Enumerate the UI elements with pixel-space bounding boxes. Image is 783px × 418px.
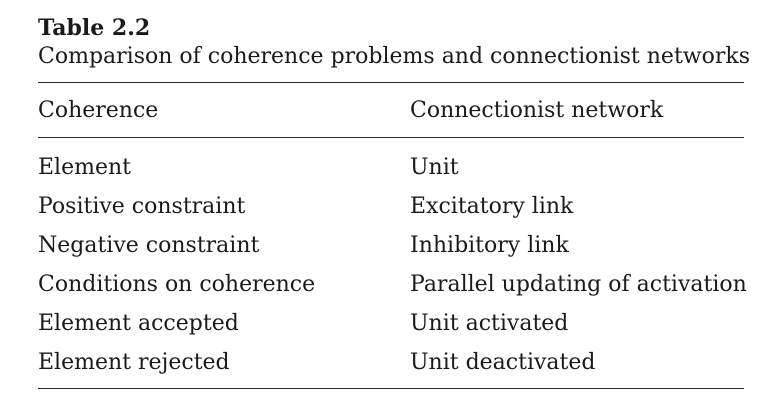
- table-number: Table 2.2: [38, 15, 151, 41]
- network-cell: Inhibitory link: [410, 233, 569, 258]
- table-bottom-rule: [38, 388, 744, 389]
- coherence-cell: Positive constraint: [38, 194, 246, 219]
- network-cell: Unit deactivated: [410, 350, 596, 375]
- coherence-cell: Element rejected: [38, 350, 230, 375]
- table-row: Positive constraint Excitatory link: [38, 187, 744, 226]
- table-row: Conditions on coherence Parallel updatin…: [38, 265, 747, 304]
- column-header-coherence: Coherence: [38, 97, 159, 123]
- table-top-rule: [38, 82, 744, 83]
- coherence-cell: Element accepted: [38, 311, 239, 336]
- coherence-cell: Negative constraint: [38, 233, 260, 258]
- network-cell: Parallel updating of activation: [410, 272, 747, 297]
- table-row: Negative constraint Inhibitory link: [38, 226, 744, 265]
- coherence-cell: Conditions on coherence: [38, 272, 316, 297]
- table-body: Element Unit Positive constraint Excitat…: [38, 138, 747, 382]
- network-cell: Unit activated: [410, 311, 569, 336]
- column-header-connectionist-network: Connectionist network: [410, 97, 664, 123]
- table-row: Element accepted Unit activated: [38, 304, 744, 343]
- network-cell: Unit: [410, 155, 459, 180]
- table-header-row: Coherence Connectionist network: [38, 83, 744, 137]
- table-caption: Comparison of coherence problems and con…: [38, 44, 750, 69]
- table-row: Element rejected Unit deactivated: [38, 343, 744, 382]
- table-header-rule: [38, 137, 744, 138]
- table-row: Element Unit: [38, 148, 744, 187]
- coherence-cell: Element: [38, 155, 132, 180]
- table-figure: Table 2.2 Comparison of coherence proble…: [38, 14, 750, 389]
- network-cell: Excitatory link: [410, 194, 574, 219]
